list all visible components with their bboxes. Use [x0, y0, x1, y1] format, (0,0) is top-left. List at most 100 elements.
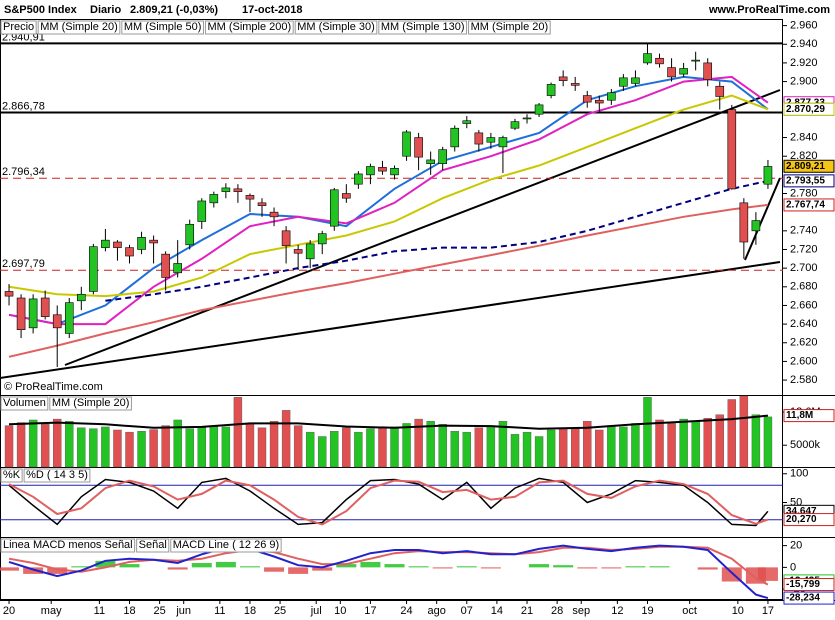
macd-bar: [408, 566, 429, 568]
y-tick-label: 0: [790, 561, 796, 573]
y-tick-label: 2.620: [790, 337, 818, 349]
macd-bar: [456, 566, 477, 568]
moving-average: [8, 75, 769, 326]
candle-body: [257, 202, 267, 206]
candle-body: [631, 77, 640, 84]
value-box-label: -15,799: [786, 579, 820, 590]
value-box: [783, 513, 835, 527]
macd-bar: [384, 564, 405, 568]
candle-body: [510, 121, 520, 129]
candle-body: [185, 223, 195, 246]
volume-bar: [522, 431, 532, 468]
candle-body: [329, 189, 339, 227]
volume-bar: [221, 426, 231, 468]
volume-bar: [462, 431, 471, 468]
volume-bar: [185, 428, 194, 468]
volume-bar: [89, 428, 98, 468]
x-tick-label: 11: [94, 605, 105, 617]
candle-body: [414, 137, 423, 158]
frame: [0, 19, 835, 601]
candle-body: [643, 53, 652, 64]
y-tick-label: 2.740: [790, 225, 818, 237]
volume-bar: [197, 427, 206, 468]
y-tick-label: 2.660: [790, 299, 818, 311]
candle-body: [293, 249, 303, 254]
candle-body: [113, 241, 122, 248]
value-box-label: 2.767,74: [786, 200, 825, 211]
candle-body: [739, 202, 749, 243]
level-label: 2.796,34: [2, 166, 45, 178]
macd-bar: [215, 561, 236, 568]
legend-box: [294, 20, 378, 35]
volume-bar: [763, 416, 773, 468]
candle-body: [64, 302, 74, 334]
legend-box: [49, 396, 132, 411]
x-tick-label: 17: [364, 605, 376, 617]
candle-body: [715, 85, 725, 97]
y-tick-label: 5000k: [790, 439, 820, 451]
candle-body: [474, 132, 484, 145]
volume-bar: [305, 431, 315, 468]
legend-item: MM (Simple 20): [471, 21, 549, 33]
candle-body: [570, 83, 580, 86]
value-box-label: 20,270: [786, 514, 817, 525]
value-box: [783, 578, 835, 592]
moving-average: [8, 203, 769, 358]
x-tick-label: 10: [732, 605, 744, 617]
macd-bar: [288, 567, 309, 574]
volume-bar: [486, 425, 496, 468]
candle-body: [534, 104, 544, 115]
volume-bar: [137, 431, 146, 468]
y-tick-label: 2.780: [790, 187, 818, 199]
candle-body: [594, 99, 604, 104]
legend-item: MM (Simple 50): [124, 21, 202, 33]
x-tick-label: 28: [551, 605, 563, 617]
macd-bar: [601, 567, 622, 569]
value-box-label: 11,8M: [786, 410, 813, 421]
y-tick-label: 2.580: [790, 374, 818, 386]
candle-body: [667, 67, 676, 78]
candle-body: [607, 92, 616, 101]
macd-bar: [312, 567, 333, 571]
volume-bar: [366, 428, 375, 468]
value-box-label: 2.809,21: [786, 161, 825, 172]
volume-average: [8, 414, 768, 430]
macd-bar: [71, 566, 92, 568]
moving-average: [8, 75, 769, 326]
macd-bar: [529, 564, 550, 568]
oscillator-line: [8, 479, 769, 526]
candle-body: [161, 253, 170, 278]
candle-body: [28, 298, 38, 329]
watermark: © ProRealTime.com: [4, 381, 103, 393]
volume-bar: [546, 429, 556, 468]
value-box: [783, 198, 835, 212]
last-price: 2.809,21 (-0,03%): [130, 4, 218, 16]
macd-bar: [264, 567, 285, 572]
candle-body: [125, 247, 134, 257]
candle-body: [763, 166, 773, 185]
volume-bar: [269, 421, 279, 468]
candle-body: [197, 200, 207, 222]
candle-body: [498, 137, 508, 148]
candle-body: [40, 297, 50, 317]
macd-bar: [0, 567, 20, 571]
legend-item: MM (Simple 20): [52, 397, 130, 409]
candle-body: [450, 127, 460, 148]
volume-bar: [53, 418, 62, 468]
trendlines: [0, 89, 781, 379]
candle-body: [101, 239, 110, 248]
volume-bar: [330, 431, 339, 468]
volume-bar: [342, 427, 351, 468]
x-tick-label: 12: [611, 605, 623, 617]
candle-body: [438, 149, 447, 164]
volume-bar: [378, 427, 387, 468]
volume-bar: [414, 418, 423, 468]
x-tick-label: 25: [153, 605, 165, 617]
candle-body: [486, 137, 496, 143]
macd-bar: [23, 567, 44, 574]
volume-bar: [390, 426, 399, 468]
candle-body: [4, 291, 14, 297]
volume-bar: [318, 436, 327, 468]
volume-bar: [619, 426, 628, 468]
